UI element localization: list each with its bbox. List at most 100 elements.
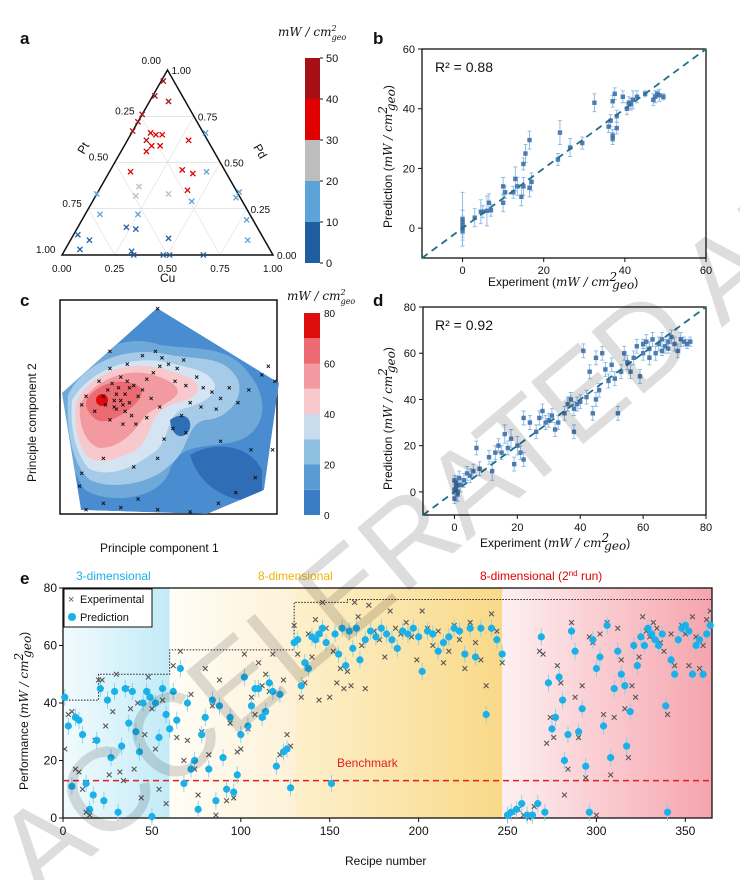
ternary-point bbox=[188, 198, 195, 205]
ternary-point bbox=[127, 168, 134, 175]
prediction-point bbox=[647, 630, 656, 638]
prediction-point bbox=[338, 624, 346, 632]
prediction-point bbox=[377, 624, 385, 632]
prediction-point bbox=[507, 808, 515, 816]
prediction-point bbox=[688, 670, 697, 678]
prediction-point bbox=[349, 644, 357, 652]
panel-label-b: b bbox=[373, 29, 383, 48]
pca-point bbox=[118, 375, 123, 379]
prediction-point bbox=[297, 682, 305, 690]
prediction-point bbox=[578, 705, 586, 713]
prediction-point bbox=[132, 728, 140, 736]
prediction-point bbox=[671, 670, 679, 678]
pca-point bbox=[129, 413, 134, 418]
pca-point bbox=[114, 392, 119, 397]
pca-point bbox=[101, 501, 106, 506]
prediction-point bbox=[703, 630, 711, 638]
prediction-point bbox=[372, 633, 380, 641]
prediction-point bbox=[461, 650, 469, 658]
experimental-point bbox=[316, 697, 322, 703]
pca-point bbox=[175, 366, 180, 371]
pca-point bbox=[153, 349, 158, 354]
data-point bbox=[618, 369, 624, 374]
colorbar-a-bin bbox=[305, 99, 320, 140]
ternary-point bbox=[96, 211, 104, 218]
pca-point bbox=[170, 426, 175, 431]
pca-point bbox=[101, 456, 106, 461]
legend-label-experimental: Experimental bbox=[80, 594, 144, 606]
experimental-point bbox=[156, 786, 162, 793]
experimental-point bbox=[319, 599, 326, 606]
prediction-point bbox=[96, 685, 104, 693]
experimental-point bbox=[181, 757, 187, 764]
experimental-point bbox=[403, 619, 409, 626]
x-tick-label: 60 bbox=[637, 522, 649, 534]
experimental-point bbox=[554, 662, 561, 669]
data-point bbox=[610, 99, 615, 104]
pca-point bbox=[105, 387, 110, 392]
prediction-point bbox=[148, 812, 156, 821]
pca-point bbox=[181, 358, 186, 362]
experimental-point bbox=[629, 682, 635, 689]
data-point bbox=[521, 415, 526, 421]
experimental-point bbox=[152, 746, 159, 752]
experimental-point bbox=[696, 665, 703, 672]
y-tick-label: 20 bbox=[404, 441, 416, 453]
data-point bbox=[511, 461, 517, 467]
colorbar-a-tick-label: 30 bbox=[326, 135, 338, 147]
pca-point bbox=[140, 387, 145, 392]
data-point bbox=[534, 429, 539, 434]
experimental-point bbox=[163, 800, 169, 807]
pca-point bbox=[249, 447, 253, 452]
experimental-point bbox=[456, 636, 463, 643]
colorbar-c-tick-label: 80 bbox=[324, 309, 336, 320]
prediction-point bbox=[559, 696, 567, 704]
experimental-point bbox=[209, 703, 216, 709]
data-point bbox=[537, 415, 542, 421]
prediction-point bbox=[466, 624, 474, 632]
ternary-point bbox=[165, 98, 172, 105]
ternary-point bbox=[132, 226, 139, 233]
experimental-point bbox=[134, 700, 141, 706]
experimental-point bbox=[291, 622, 297, 629]
experimental-point bbox=[582, 774, 589, 781]
ternary-point bbox=[147, 129, 154, 136]
y-tick-label: 20 bbox=[403, 163, 415, 175]
experimental-point bbox=[79, 786, 86, 793]
experimental-point bbox=[358, 642, 365, 649]
x-axis-title-d: Experiment (mW / cm2 geo) bbox=[480, 531, 630, 553]
prediction-point bbox=[607, 754, 615, 762]
pca-point bbox=[155, 507, 160, 512]
x-tick-label: 0 bbox=[451, 522, 457, 534]
data-point bbox=[590, 411, 595, 416]
colorbar-a-tick-label: 20 bbox=[326, 176, 338, 188]
experimental-point bbox=[467, 619, 473, 626]
tick-label-cu: 1.00 bbox=[263, 264, 283, 275]
prediction-point bbox=[439, 639, 448, 647]
experimental-point bbox=[494, 628, 500, 634]
legend-x-marker-icon: × bbox=[68, 594, 74, 606]
experimental-point bbox=[561, 792, 568, 798]
x-tick-label: 20 bbox=[538, 265, 550, 277]
data-point bbox=[523, 151, 528, 156]
ternary-point bbox=[160, 251, 167, 259]
colorbar-c-bin bbox=[304, 464, 320, 490]
pca-point bbox=[188, 400, 193, 405]
data-point bbox=[644, 339, 649, 344]
ternary-point bbox=[128, 248, 135, 255]
prediction-point bbox=[103, 696, 112, 704]
data-point bbox=[672, 341, 677, 347]
data-point bbox=[461, 478, 467, 483]
pca-point bbox=[131, 465, 136, 469]
experimental-point bbox=[206, 751, 212, 758]
prediction-point bbox=[450, 624, 458, 632]
data-point bbox=[612, 376, 618, 381]
data-point bbox=[552, 427, 558, 432]
prediction-point bbox=[311, 636, 320, 644]
ternary-point bbox=[203, 168, 210, 175]
pca-point bbox=[110, 381, 114, 386]
pca-point bbox=[127, 385, 132, 390]
pca-point bbox=[151, 370, 156, 375]
pca-point bbox=[116, 385, 121, 390]
experimental-point bbox=[472, 639, 479, 646]
